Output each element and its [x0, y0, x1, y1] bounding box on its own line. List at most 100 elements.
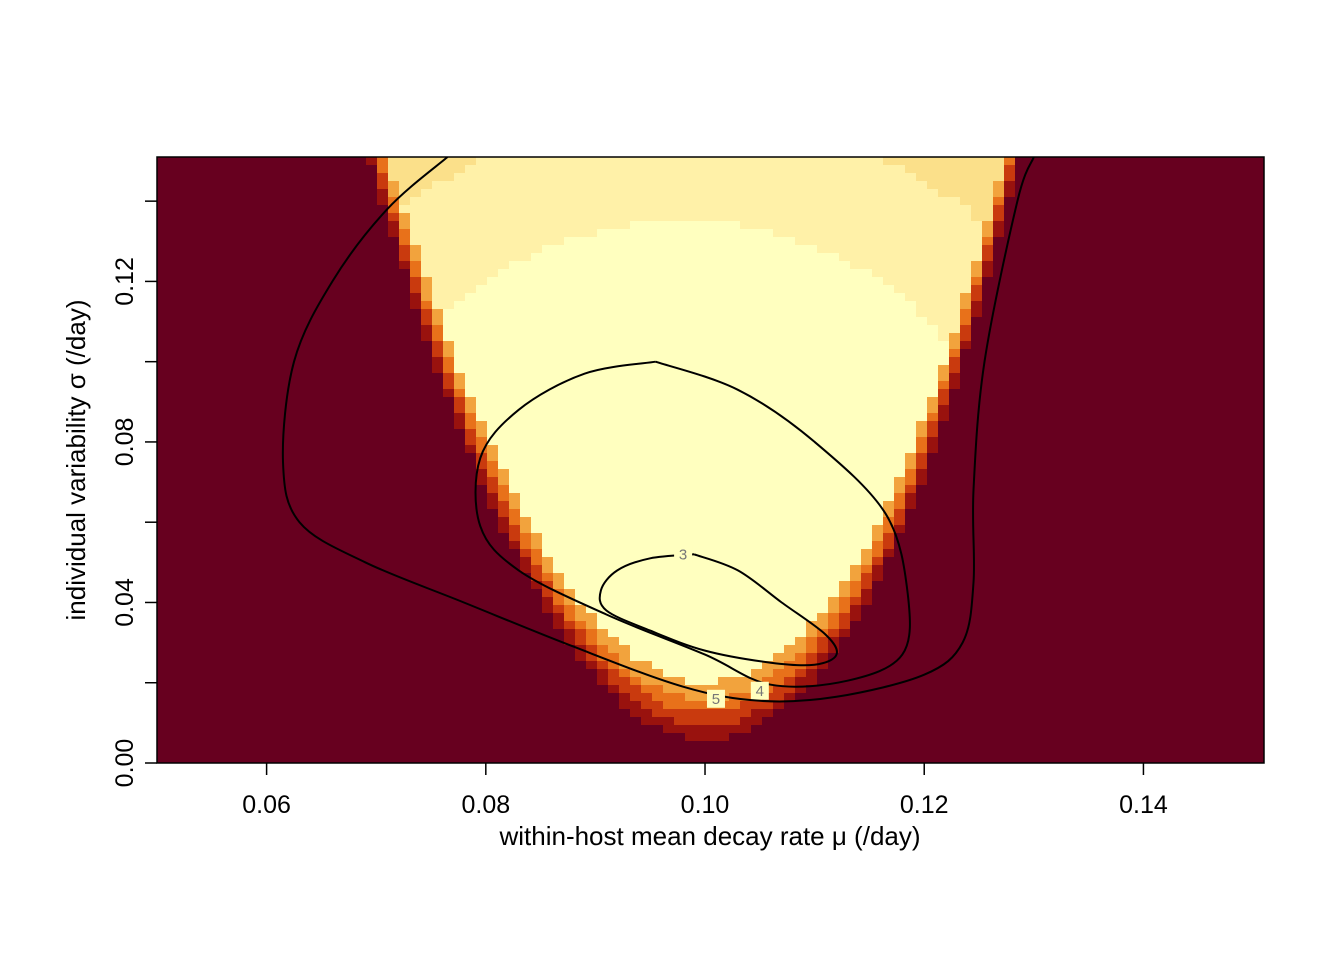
heat-cell [223, 381, 235, 390]
heat-cell [839, 237, 851, 246]
heat-cell [817, 645, 829, 654]
heat-cell [619, 637, 631, 646]
heat-cell [641, 693, 653, 702]
heat-cell [674, 173, 686, 182]
heat-cell [850, 157, 862, 166]
heat-cell [322, 717, 334, 726]
heat-cell [201, 189, 213, 198]
heat-cell [696, 501, 708, 510]
heat-cell [432, 749, 444, 758]
heat-cell [179, 637, 191, 646]
heat-cell [652, 373, 664, 382]
heat-cell [289, 685, 301, 694]
heat-cell [652, 317, 664, 326]
heat-cell [366, 717, 378, 726]
heat-cell [432, 213, 444, 222]
heat-cell [300, 301, 312, 310]
heat-cell [641, 469, 653, 478]
heat-cell [278, 317, 290, 326]
heat-cell [674, 165, 686, 174]
heat-cell [344, 445, 356, 454]
heat-cell [806, 581, 818, 590]
heat-cell [399, 685, 411, 694]
heat-cell [619, 709, 631, 718]
heat-cell [663, 429, 675, 438]
heat-cell [322, 485, 334, 494]
heat-cell [465, 501, 477, 510]
heat-cell [762, 253, 774, 262]
heat-cell [795, 317, 807, 326]
heat-cell [157, 493, 169, 502]
heat-cell [608, 189, 620, 198]
heat-cell [212, 741, 224, 750]
heat-cell [718, 165, 730, 174]
heat-cell [663, 717, 675, 726]
heat-cell [421, 493, 433, 502]
heat-cell [861, 237, 873, 246]
heat-cell [685, 373, 697, 382]
heat-cell [806, 749, 818, 758]
heat-cell [641, 493, 653, 502]
heat-cell [784, 493, 796, 502]
heat-cell [179, 541, 191, 550]
heat-cell [520, 557, 532, 566]
heat-cell [696, 669, 708, 678]
heat-cell [487, 245, 499, 254]
heat-cell [432, 293, 444, 302]
heat-cell [234, 333, 246, 342]
heat-cell [839, 309, 851, 318]
heat-cell [652, 461, 664, 470]
heat-cell [498, 741, 510, 750]
heat-cell [256, 205, 268, 214]
heat-cell [806, 373, 818, 382]
heat-cell [586, 221, 598, 230]
heat-cell [531, 381, 543, 390]
heat-cell [377, 549, 389, 558]
heat-cell [300, 405, 312, 414]
heat-cell [388, 637, 400, 646]
heat-cell [740, 301, 752, 310]
heat-cell [432, 205, 444, 214]
heat-cell [850, 597, 862, 606]
heat-cell [333, 349, 345, 358]
heat-cell [839, 661, 851, 670]
heat-cell [597, 397, 609, 406]
heat-cell [498, 181, 510, 190]
heat-cell [410, 741, 422, 750]
heat-cell [685, 181, 697, 190]
heat-cell [630, 301, 642, 310]
heat-cell [212, 461, 224, 470]
heat-cell [509, 565, 521, 574]
heat-cell [828, 357, 840, 366]
heat-cell [168, 557, 180, 566]
heat-cell [564, 381, 576, 390]
heat-cell [300, 365, 312, 374]
heat-cell [432, 677, 444, 686]
heat-cell [773, 325, 785, 334]
heat-cell [542, 597, 554, 606]
heat-cell [476, 565, 488, 574]
heat-cell [619, 173, 631, 182]
heat-cell [366, 613, 378, 622]
heat-cell [685, 461, 697, 470]
heat-cell [245, 421, 257, 430]
heat-cell [487, 237, 499, 246]
heat-cell [421, 565, 433, 574]
heat-cell [707, 469, 719, 478]
heat-cell [388, 741, 400, 750]
heat-cell [652, 189, 664, 198]
heat-cell [432, 445, 444, 454]
heat-cell [421, 405, 433, 414]
heat-cell [784, 741, 796, 750]
heat-cell [157, 325, 169, 334]
heat-cell [190, 357, 202, 366]
heat-cell [872, 269, 884, 278]
heat-cell [718, 477, 730, 486]
heat-cell [663, 325, 675, 334]
heat-cell [608, 413, 620, 422]
heat-cell [696, 597, 708, 606]
heat-cell [267, 677, 279, 686]
heat-cell [850, 213, 862, 222]
heat-cell [399, 661, 411, 670]
heat-cell [751, 645, 763, 654]
